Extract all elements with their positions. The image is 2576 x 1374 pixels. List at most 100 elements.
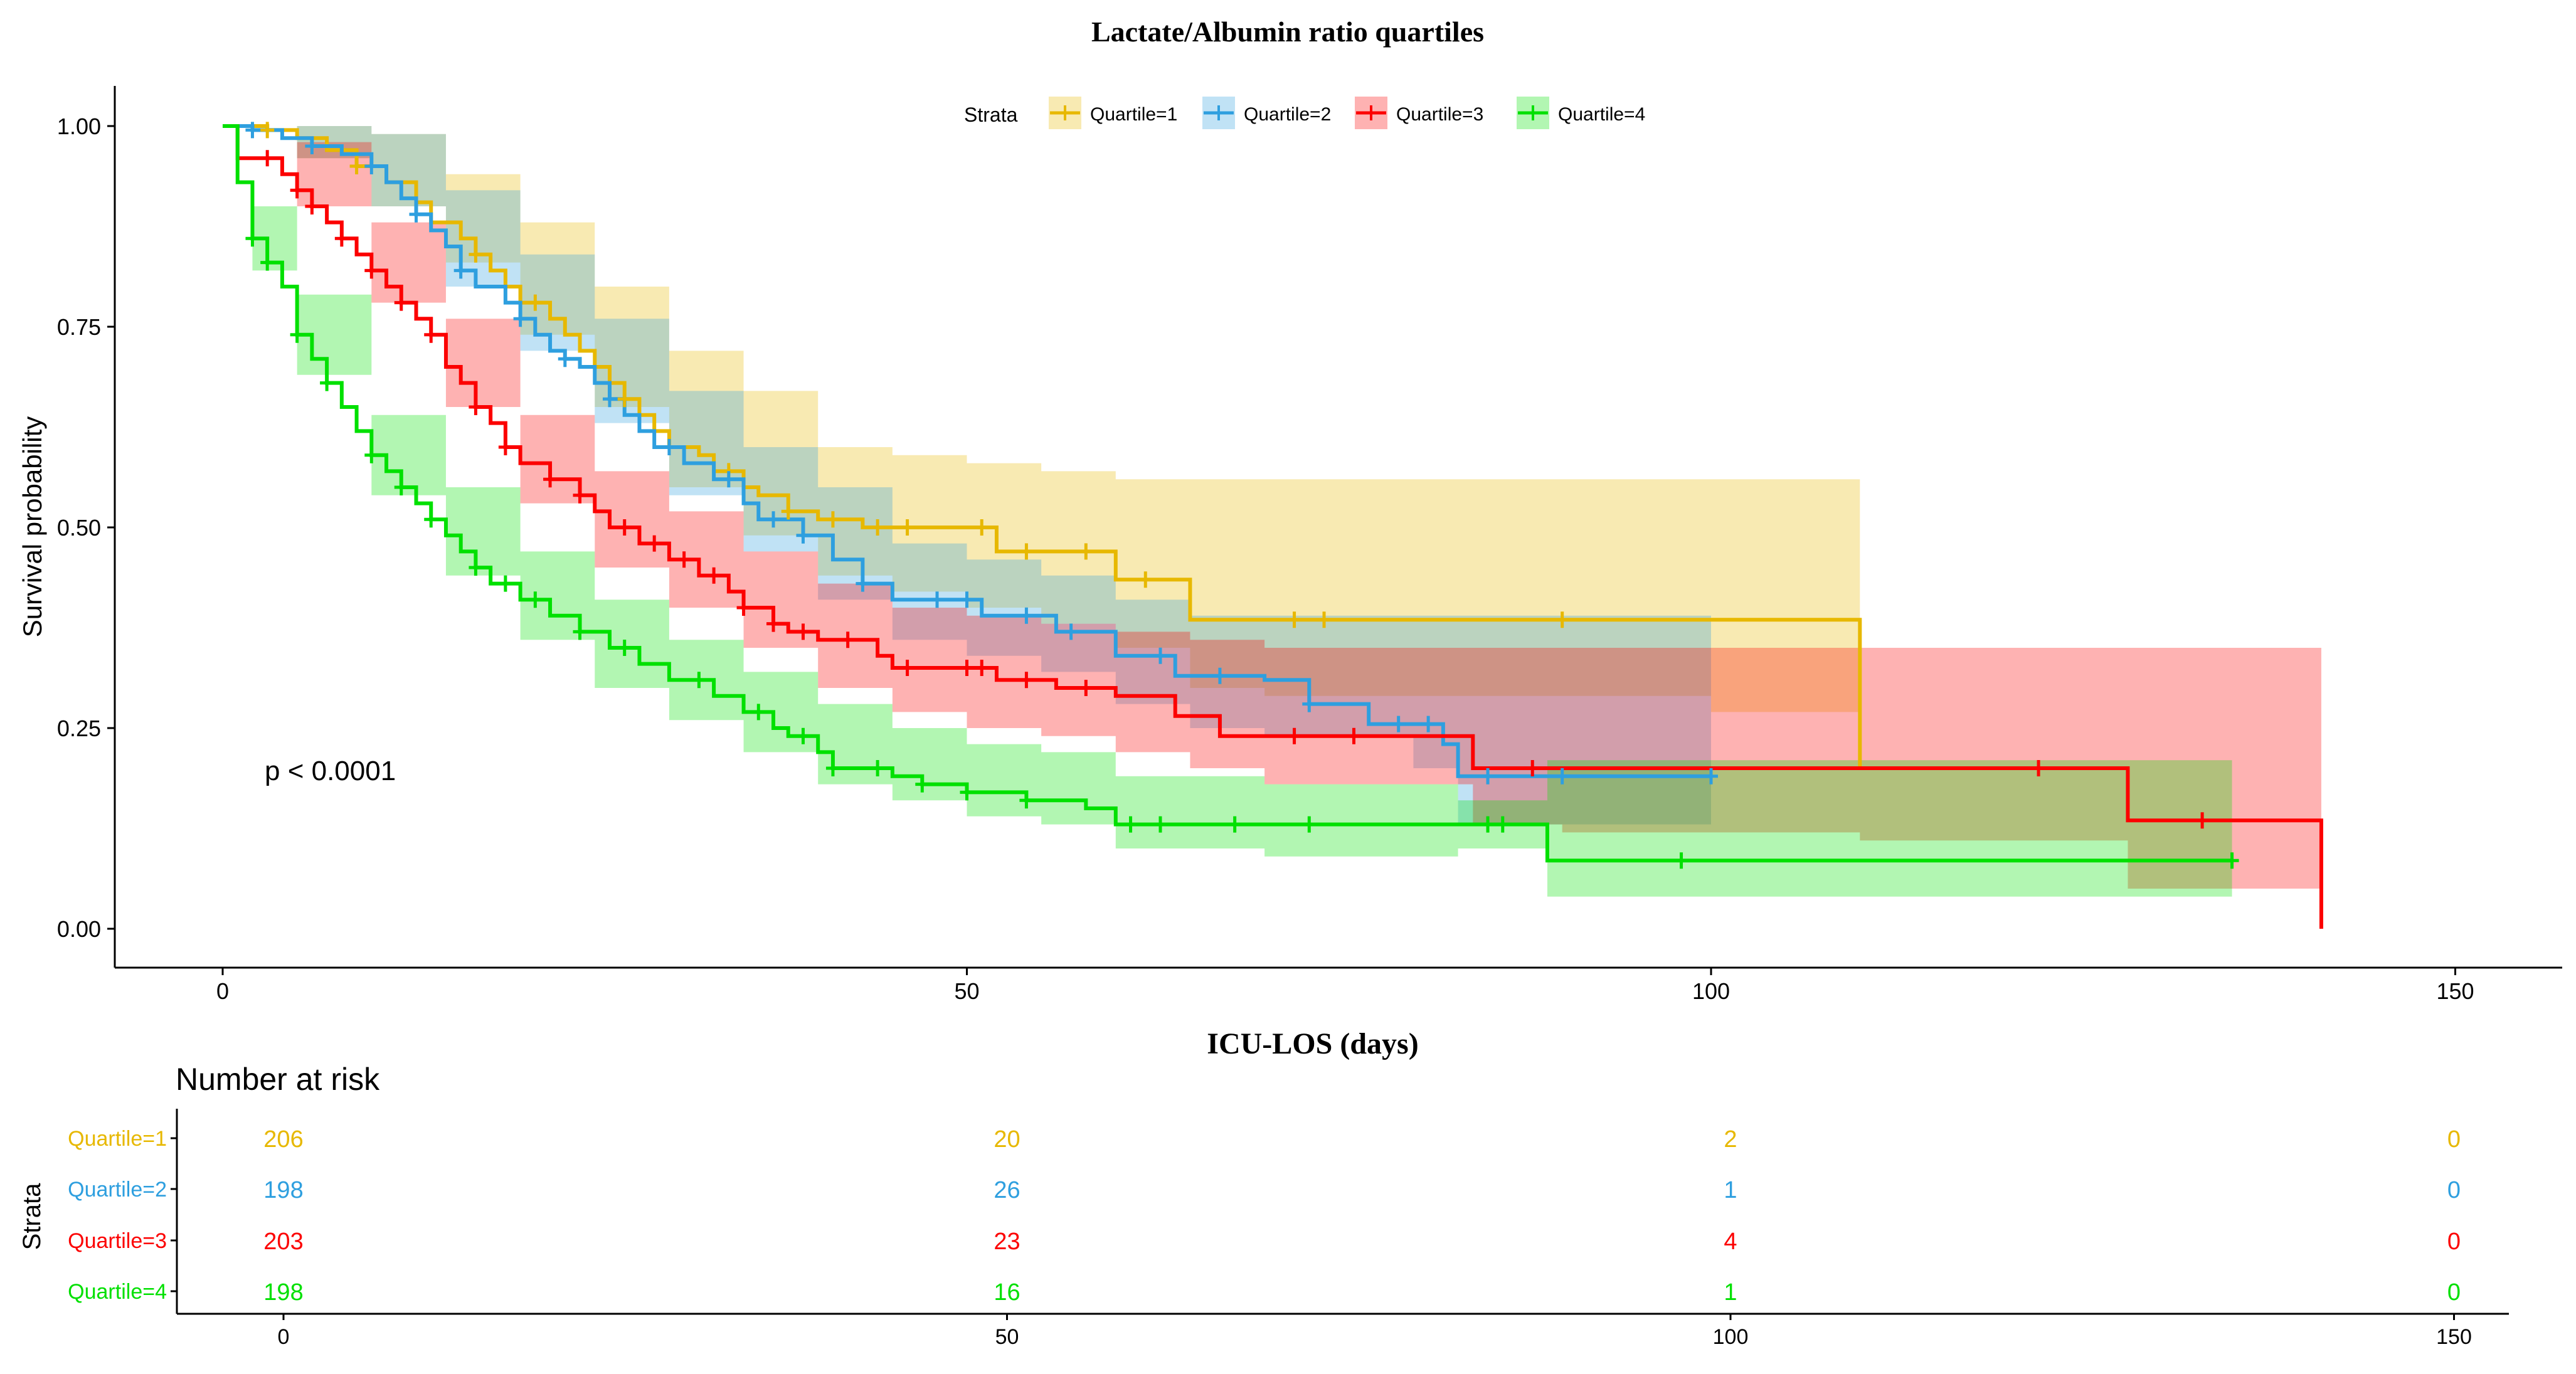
x-tick-label: 0	[216, 978, 229, 1004]
censor-mark-quartile-4	[2225, 852, 2239, 869]
curve-quartile-2	[223, 124, 1711, 778]
censor-mark-quartile-4	[825, 760, 840, 776]
censor-mark-quartile-2	[1064, 623, 1078, 640]
confidence-bands	[223, 126, 2321, 897]
risk-value: 198	[263, 1279, 303, 1306]
censor-marks	[245, 122, 2239, 869]
censor-mark-quartile-3	[1525, 760, 1540, 776]
risk-row-label-quartile-1: Quartile=1	[68, 1127, 167, 1151]
ci-band-quartile-2	[223, 126, 1711, 848]
censor-mark-quartile-3	[1079, 680, 1093, 696]
x-tick-label: 100	[1692, 978, 1730, 1004]
risk-table-title: Number at risk	[176, 1062, 380, 1097]
censor-mark-quartile-4	[260, 254, 275, 271]
censor-mark-quartile-4	[573, 623, 587, 640]
censor-mark-quartile-4	[528, 591, 543, 608]
censor-mark-quartile-4	[1227, 816, 1242, 833]
legend-item-quartile-4: Quartile=4	[1517, 97, 1645, 129]
censor-mark-quartile-1	[975, 519, 989, 536]
censor-mark-quartile-4	[915, 776, 930, 793]
censor-mark-quartile-4	[692, 672, 706, 689]
risk-value: 1	[1724, 1279, 1737, 1306]
risk-x-tick-label: 150	[2436, 1325, 2472, 1349]
legend: Strata Quartile=1 Quartile=2 Quartile=3 Qua…	[964, 97, 1645, 129]
censor-mark-quartile-4	[960, 784, 974, 801]
censor-mark-quartile-2	[1421, 716, 1436, 732]
censor-mark-quartile-3	[498, 439, 512, 455]
risk-value: 2	[1724, 1126, 1737, 1153]
censor-mark-quartile-2	[856, 575, 870, 592]
y-tick-label: 0.75	[57, 314, 101, 340]
censor-mark-quartile-2	[453, 262, 468, 279]
censor-mark-quartile-2	[662, 439, 676, 455]
censor-mark-quartile-3	[2195, 812, 2210, 829]
censor-mark-quartile-2	[1555, 768, 1569, 785]
censor-mark-quartile-2	[766, 511, 781, 528]
censor-mark-quartile-3	[975, 660, 989, 676]
censor-mark-quartile-3	[543, 471, 558, 488]
risk-value: 206	[263, 1126, 303, 1153]
risk-value: 4	[1724, 1229, 1737, 1255]
risk-value: 0	[2447, 1279, 2461, 1306]
y-tick-label: 0.50	[57, 515, 101, 541]
censor-mark-quartile-2	[364, 158, 379, 174]
censor-mark-quartile-4	[796, 727, 810, 744]
censor-mark-quartile-3	[573, 487, 587, 504]
censor-mark-quartile-4	[245, 230, 260, 247]
censor-mark-quartile-4	[498, 575, 512, 592]
censor-mark-quartile-1	[781, 503, 795, 520]
risk-row-label-quartile-3: Quartile=3	[68, 1229, 167, 1253]
censor-mark-quartile-4	[394, 479, 408, 495]
risk-value: 203	[263, 1229, 303, 1255]
y-tick-label: 1.00	[57, 114, 101, 139]
plot-axes: 0.00 0.25 0.50 0.75 1.00 0 50 100 150	[57, 86, 2562, 1004]
censor-mark-quartile-4	[1674, 852, 1688, 869]
censor-mark-quartile-1	[1138, 571, 1153, 588]
censor-mark-quartile-4	[364, 447, 379, 463]
censor-mark-quartile-2	[1019, 607, 1034, 624]
risk-value: 26	[994, 1177, 1020, 1203]
y-axis-title: Survival probability	[18, 416, 47, 638]
censor-mark-quartile-3	[840, 632, 855, 648]
censor-mark-quartile-3	[1287, 727, 1301, 744]
legend-label: Quartile=4	[1558, 104, 1645, 125]
censor-mark-quartile-3	[1019, 672, 1034, 689]
legend-label: Quartile=3	[1396, 104, 1483, 125]
legend-label: Quartile=2	[1244, 104, 1331, 125]
censor-mark-quartile-2	[721, 471, 736, 488]
censor-mark-quartile-3	[469, 399, 483, 415]
censor-mark-quartile-2	[1704, 768, 1718, 785]
censor-mark-quartile-1	[825, 511, 840, 528]
risk-value: 20	[994, 1126, 1020, 1153]
censor-mark-quartile-3	[2032, 760, 2046, 776]
censor-mark-quartile-4	[1302, 816, 1317, 833]
censor-mark-quartile-2	[1212, 667, 1227, 684]
censor-mark-quartile-2	[513, 310, 527, 327]
risk-value: 16	[994, 1279, 1020, 1306]
censor-mark-quartile-3	[364, 262, 379, 279]
censor-mark-quartile-4	[424, 511, 438, 528]
legend-items: Quartile=1 Quartile=2 Quartile=3 Quartile=4	[1049, 97, 1645, 129]
censor-mark-quartile-4	[617, 640, 632, 656]
x-axis-title: ICU-LOS (days)	[1207, 1027, 1418, 1060]
censor-mark-quartile-2	[409, 206, 423, 223]
censor-mark-quartile-4	[290, 326, 304, 343]
legend-title: Strata	[964, 103, 1018, 126]
censor-mark-quartile-3	[766, 615, 781, 632]
censor-mark-quartile-2	[1481, 768, 1495, 785]
censor-mark-quartile-4	[1153, 816, 1167, 833]
censor-mark-quartile-2	[1302, 695, 1317, 712]
censor-mark-quartile-3	[334, 230, 349, 247]
risk-value: 0	[2447, 1126, 2461, 1153]
censor-mark-quartile-1	[349, 158, 364, 174]
censor-mark-quartile-2	[305, 138, 319, 154]
censor-mark-quartile-3	[260, 150, 275, 167]
censor-mark-quartile-3	[1347, 727, 1361, 744]
ci-band-quartile-1	[223, 126, 1860, 712]
censor-mark-quartile-4	[1495, 816, 1510, 833]
x-tick-label: 50	[954, 978, 979, 1004]
risk-x-tick-label: 0	[278, 1325, 290, 1349]
censor-mark-quartile-4	[1123, 816, 1138, 833]
risk-value: 0	[2447, 1177, 2461, 1203]
